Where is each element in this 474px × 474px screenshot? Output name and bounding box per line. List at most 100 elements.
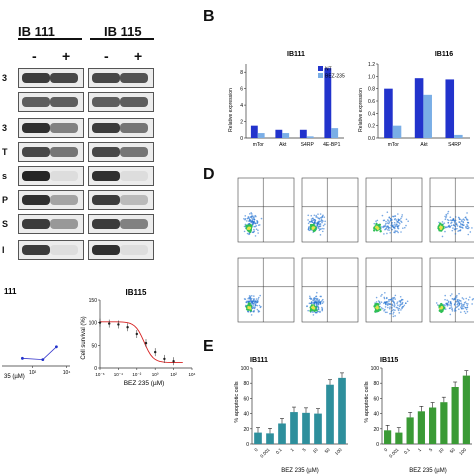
flow-event	[385, 301, 388, 303]
flow-event	[243, 225, 246, 228]
chart-title: IB115	[380, 357, 398, 364]
x-tick-label: 10²	[170, 372, 177, 377]
blot-row-label: P	[2, 195, 9, 205]
flow-event	[317, 303, 320, 306]
curve	[22, 346, 57, 361]
blot-band	[120, 123, 148, 133]
flow-event	[386, 232, 388, 235]
flow-event	[382, 226, 385, 229]
bar	[302, 412, 310, 444]
flow-event	[391, 221, 393, 224]
flow-event	[466, 306, 468, 309]
flow-event	[467, 298, 470, 301]
flow-event	[391, 307, 393, 309]
data-point	[108, 322, 111, 325]
x-tick-label: mTor	[253, 142, 264, 148]
flow-event	[321, 302, 324, 305]
blot-band	[120, 73, 148, 83]
flow-event	[388, 298, 391, 301]
x-tick-label: 0	[253, 447, 259, 453]
data-point	[154, 350, 157, 354]
flow-event	[465, 297, 468, 300]
flow-event	[398, 224, 400, 227]
flow-event	[248, 220, 250, 222]
flow-event	[372, 229, 376, 232]
flow-event	[398, 221, 400, 224]
blot-band	[92, 245, 120, 255]
flow-event	[309, 295, 311, 298]
y-axis-label: Cell survival (%)	[81, 316, 87, 359]
y-tick-label: 1.2	[368, 62, 375, 68]
flow-event	[313, 309, 316, 312]
flow-event	[453, 303, 456, 306]
flow-event	[253, 218, 255, 221]
x-tick-label: 10⁻⁴	[114, 372, 123, 377]
flow-event	[385, 222, 387, 225]
flow-event	[253, 215, 255, 218]
flow-event	[251, 223, 254, 225]
y-axis-label: % apoptotic cells	[364, 381, 370, 423]
flow-event	[390, 310, 393, 313]
flow-event	[467, 233, 470, 236]
chart-title: IB116	[435, 51, 453, 58]
y-tick-label: 80	[243, 381, 249, 387]
flow-event	[250, 314, 253, 316]
flow-event	[246, 232, 249, 235]
flow-event	[456, 303, 459, 306]
y-tick-label: 0.0	[368, 136, 375, 142]
flow-event	[317, 308, 320, 310]
flow-event	[449, 307, 451, 309]
flow-event	[446, 218, 449, 221]
panel-letter-e: E	[203, 338, 214, 355]
y-tick-label: 8	[240, 70, 243, 76]
flow-event	[385, 228, 387, 230]
flow-event	[454, 216, 457, 218]
flow-event	[455, 223, 458, 226]
bar	[423, 94, 432, 138]
flow-event	[387, 229, 389, 231]
flow-event	[248, 300, 250, 303]
flow-event	[380, 307, 383, 309]
flow-event	[384, 306, 387, 308]
flow-event	[321, 230, 324, 233]
flow-event	[467, 303, 469, 305]
flow-event	[307, 228, 310, 231]
flow-event	[463, 305, 465, 308]
blot-band	[92, 97, 120, 107]
flow-event	[460, 304, 463, 307]
flow-event	[445, 213, 448, 216]
flow-event	[249, 309, 253, 312]
flow-event	[471, 298, 474, 301]
wb-sign: +	[134, 48, 143, 64]
flow-event	[402, 227, 404, 229]
flow-event	[401, 214, 404, 216]
y-tick-label: 0	[240, 136, 243, 142]
flow-event	[246, 220, 248, 222]
flow-event	[458, 221, 460, 223]
flow-event	[446, 305, 449, 307]
flow-event	[387, 220, 389, 222]
flow-event	[392, 313, 394, 315]
flow-event	[255, 298, 258, 300]
flow-event	[399, 301, 402, 304]
flow-event	[251, 213, 253, 215]
chart-e-ib115: IB115 % apoptotic cells BEZ 235 (µM) 0 20…	[364, 357, 472, 474]
flow-event	[396, 221, 398, 223]
x-axis-label: BEZ 235 (µM)	[409, 468, 446, 474]
flow-event	[252, 216, 255, 219]
y-tick-label: 6	[240, 87, 243, 93]
flow-event	[251, 301, 254, 304]
flow-event	[307, 227, 310, 229]
y-tick-label: 2	[240, 120, 243, 126]
flow-event	[245, 301, 248, 304]
flow-event	[401, 215, 403, 218]
bar	[326, 384, 334, 444]
y-tick-label: 0	[376, 442, 379, 448]
flow-event	[403, 226, 406, 229]
flow-event	[452, 227, 454, 229]
flow-event	[375, 223, 378, 226]
flow-event	[317, 306, 320, 309]
flow-event	[471, 227, 473, 229]
flow-event	[313, 299, 315, 301]
flow-plot	[365, 257, 423, 323]
